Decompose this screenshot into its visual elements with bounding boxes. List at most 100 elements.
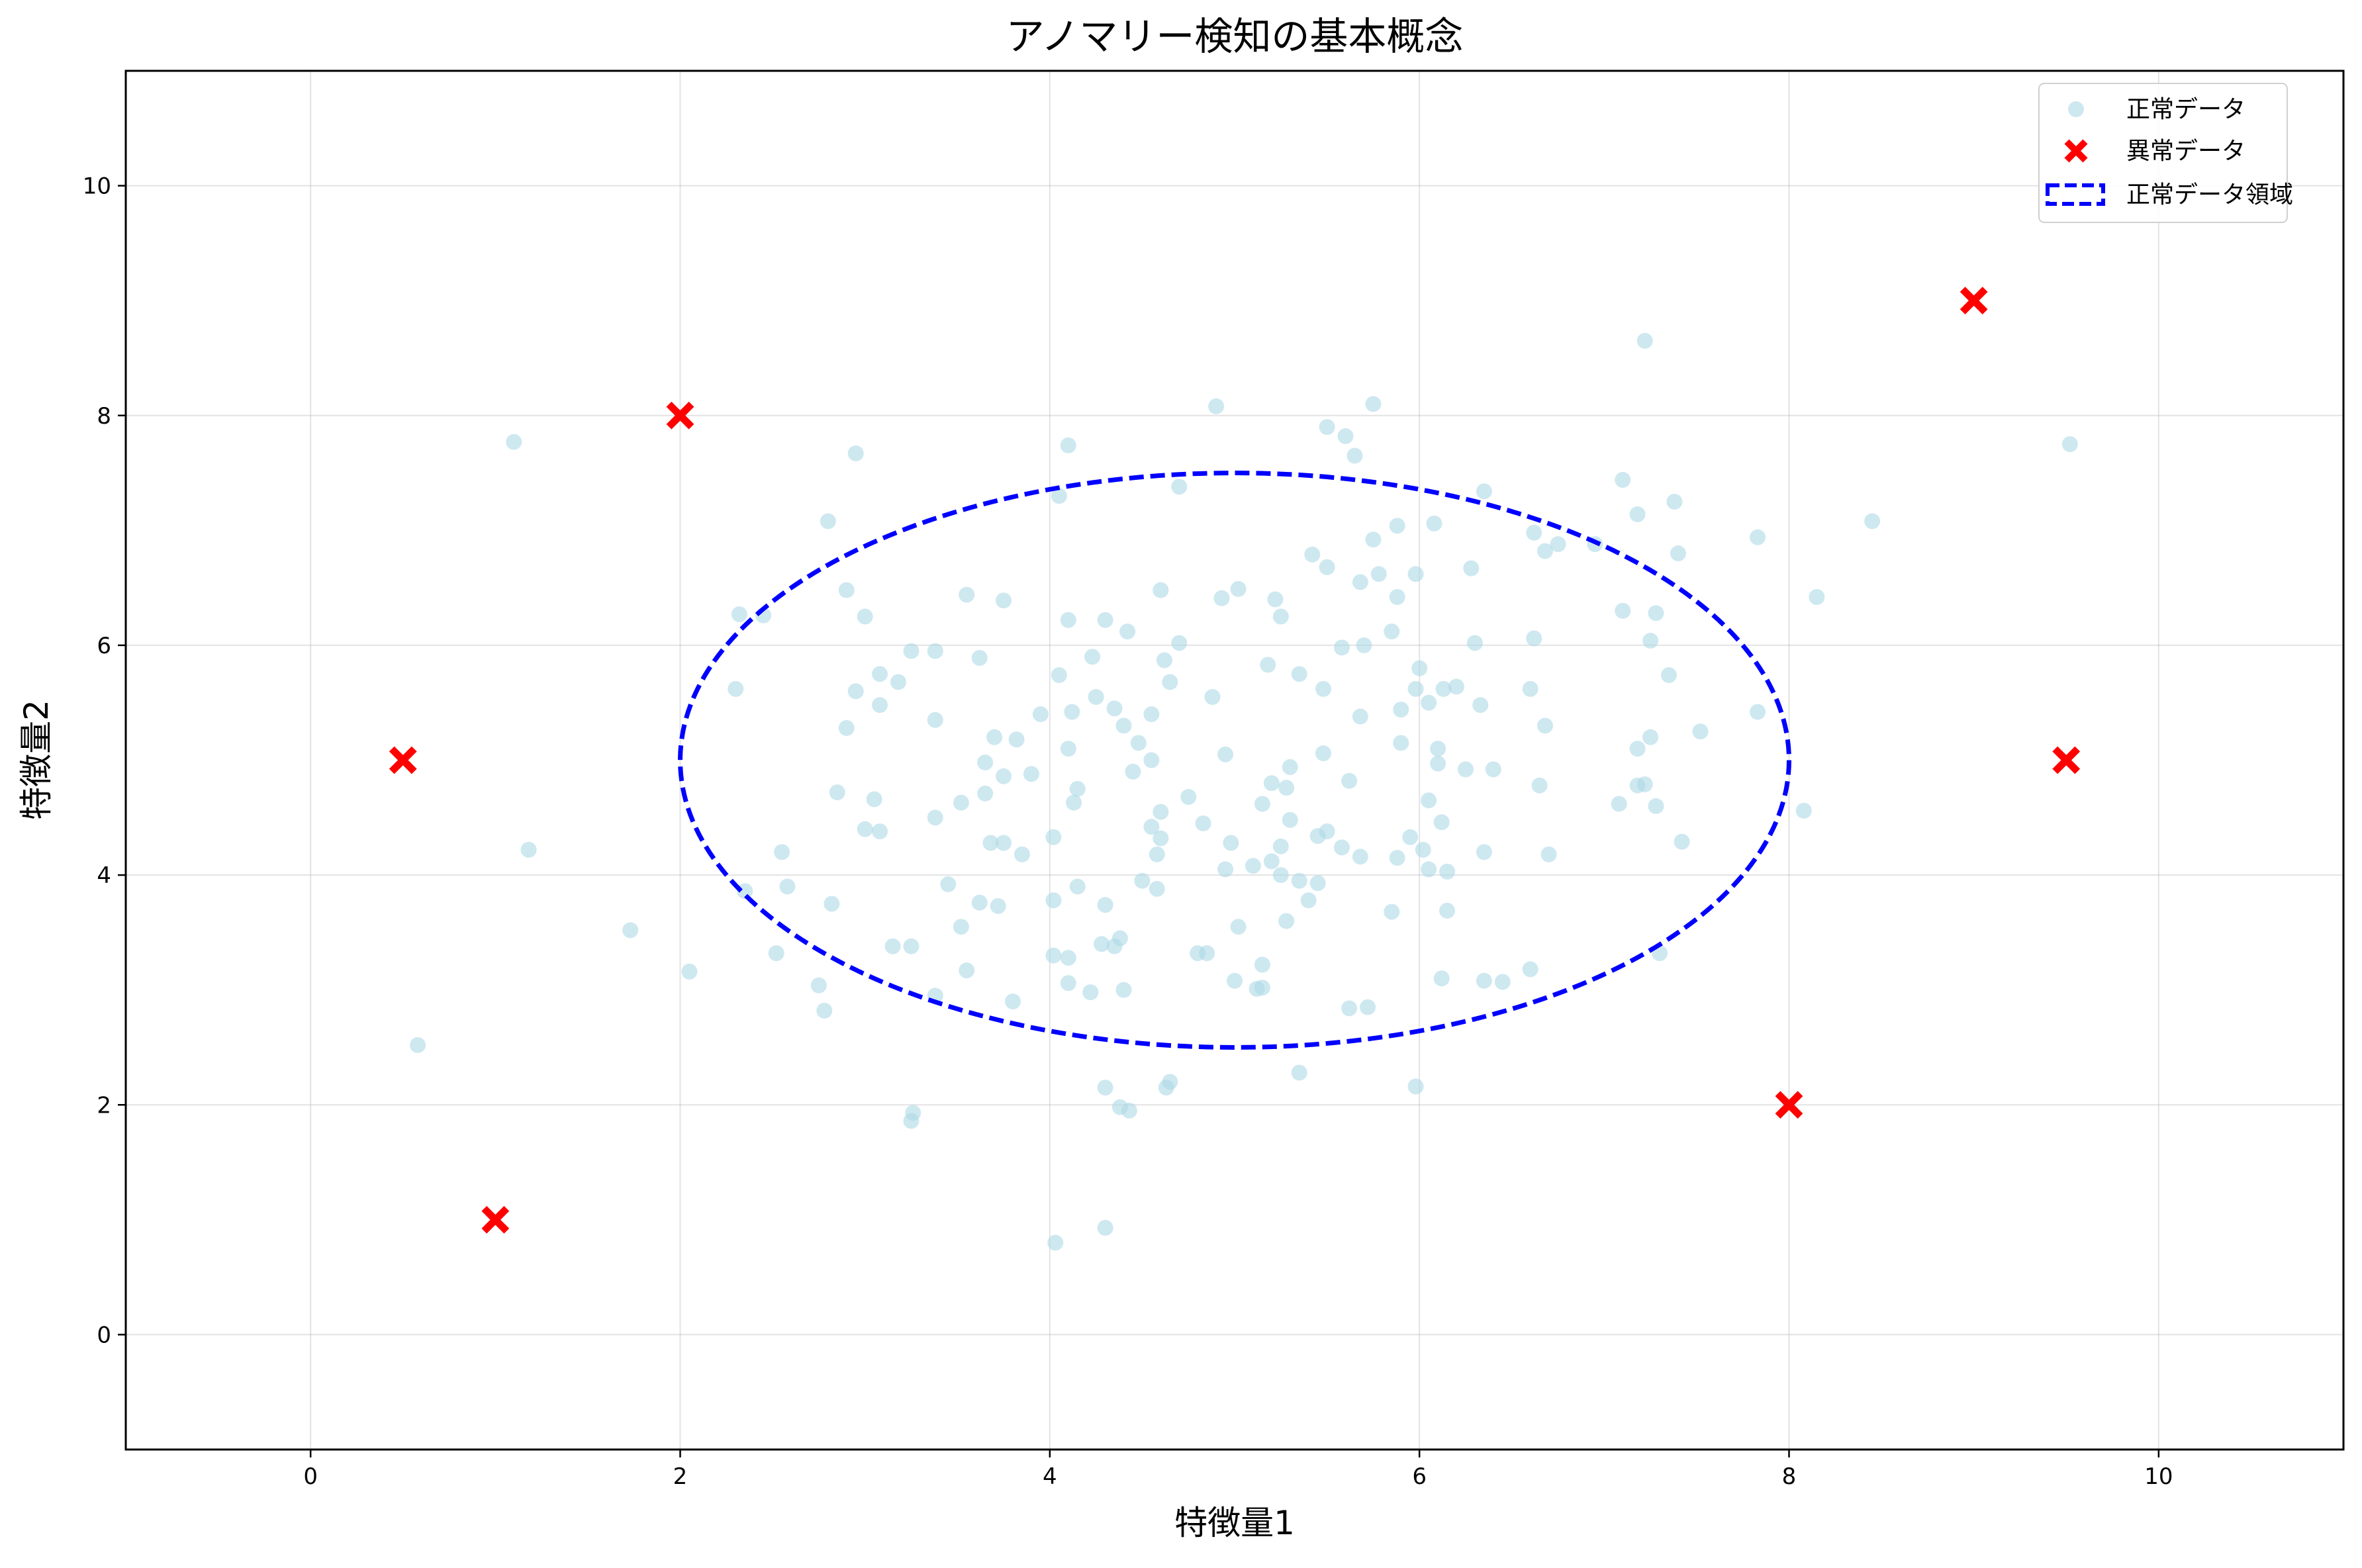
normal-data-point	[810, 977, 827, 993]
normal-data-point	[1134, 872, 1151, 889]
normal-data-point	[1309, 875, 1326, 892]
normal-data-point	[1636, 332, 1653, 349]
normal-region-ellipse	[678, 471, 1791, 1050]
normal-data-point	[1195, 815, 1211, 831]
normal-data-point	[1531, 777, 1548, 794]
normal-data-point	[977, 785, 994, 802]
normal-data-point	[1402, 829, 1419, 845]
normal-data-point	[1119, 623, 1136, 640]
normal-data-point	[1540, 846, 1557, 862]
anomaly-data-point	[481, 1205, 510, 1234]
normal-data-point	[903, 1113, 920, 1129]
y-tick-label: 6	[97, 633, 111, 659]
normal-data-point	[1097, 1219, 1113, 1236]
normal-data-point	[1153, 582, 1169, 598]
normal-data-point	[1389, 850, 1405, 866]
normal-data-point	[1389, 589, 1405, 606]
anomaly-data-point	[389, 746, 417, 774]
normal-data-point	[1051, 488, 1067, 504]
normal-data-point	[520, 841, 537, 858]
normal-data-point	[731, 606, 747, 623]
normal-data-point	[1370, 566, 1387, 582]
normal-data-point	[1230, 919, 1247, 935]
legend-region-marker	[2046, 183, 2105, 206]
normal-data-point	[1341, 772, 1358, 789]
normal-data-point	[1648, 798, 1664, 814]
normal-data-point	[1642, 729, 1659, 745]
normal-data-point	[1213, 590, 1230, 606]
normal-data-point	[1384, 623, 1400, 640]
normal-data-point	[820, 513, 836, 530]
normal-data-point	[1272, 608, 1289, 625]
normal-data-point	[1045, 947, 1062, 964]
normal-data-point	[1457, 761, 1474, 778]
x-tick-label: 2	[673, 1463, 688, 1490]
normal-data-point	[1143, 819, 1160, 835]
normal-data-point	[1393, 702, 1409, 718]
normal-data-point	[1282, 759, 1298, 775]
x-tick-label: 4	[1043, 1463, 1057, 1490]
normal-data-point	[1304, 546, 1321, 563]
ticks: 0 2 4 6 8 10 0 2 4 6 8 10	[83, 173, 2173, 1490]
normal-data-point	[1272, 838, 1289, 854]
normal-data-point	[1014, 846, 1030, 862]
normal-data-point	[1522, 961, 1538, 978]
normal-data-point	[1337, 428, 1354, 444]
normal-data-point	[1333, 639, 1350, 656]
normal-data-point	[1097, 897, 1113, 913]
normal-data-point	[1051, 667, 1067, 684]
normal-data-point	[1615, 602, 1631, 619]
normal-data-point	[1795, 802, 1812, 819]
normal-data-point	[1300, 892, 1317, 909]
normal-data-point	[1143, 706, 1160, 723]
normal-data-point	[1171, 479, 1188, 495]
normal-data-point	[1115, 717, 1132, 734]
normal-data-point	[1537, 543, 1553, 559]
normal-data-point	[1088, 689, 1104, 706]
x-axis-title: 特徴量1	[1174, 1504, 1295, 1542]
normal-data-point	[1309, 828, 1326, 845]
normal-data-point	[1204, 689, 1221, 706]
normal-data-point	[1864, 513, 1881, 530]
normal-data-point	[1435, 680, 1452, 697]
normal-data-point	[1352, 574, 1368, 590]
normal-data-point	[1153, 830, 1169, 847]
normal-data-point	[1272, 867, 1289, 884]
normal-data-point	[959, 586, 975, 603]
legend-anomaly-label: 異常データ	[2126, 138, 2245, 165]
normal-data-point	[1143, 752, 1160, 768]
normal-data-point	[1217, 861, 1234, 878]
normal-data-point	[838, 582, 855, 598]
normal-data-point	[927, 809, 943, 826]
normal-data-point	[1333, 839, 1350, 856]
normal-data-point	[779, 878, 796, 895]
normal-data-point	[1125, 763, 1141, 780]
y-tick-label: 2	[97, 1092, 111, 1119]
normal-data-point	[1472, 697, 1489, 714]
normal-data-point	[1439, 863, 1456, 880]
normal-data-point	[940, 876, 957, 892]
normal-data-point	[1494, 974, 1511, 990]
normal-data-point	[1082, 984, 1099, 1001]
normal-data-point	[1180, 789, 1197, 806]
normal-data-point	[1352, 708, 1368, 725]
y-axis-title: 特徴量2	[17, 700, 56, 820]
normal-data-point	[1319, 559, 1335, 575]
normal-data-point	[824, 896, 840, 912]
normal-data-point	[1365, 396, 1382, 412]
normal-data-point	[1315, 680, 1331, 697]
normal-data-point	[1648, 605, 1664, 622]
normal-data-point	[1319, 419, 1335, 436]
normal-data-point	[1066, 794, 1082, 811]
legend: 正常データ 異常データ 正常データ領域	[2038, 83, 2293, 223]
chart-title: アノマリー検知の基本概念	[1006, 14, 1464, 59]
normal-data-point	[1430, 755, 1446, 772]
y-tick-label: 8	[97, 403, 111, 430]
normal-data-point	[1032, 706, 1049, 723]
normal-data-point	[884, 938, 901, 954]
normal-data-point	[847, 683, 864, 700]
normal-data-point	[1106, 938, 1123, 954]
normal-data-point	[1149, 880, 1165, 897]
normal-data-point	[1291, 1064, 1307, 1081]
